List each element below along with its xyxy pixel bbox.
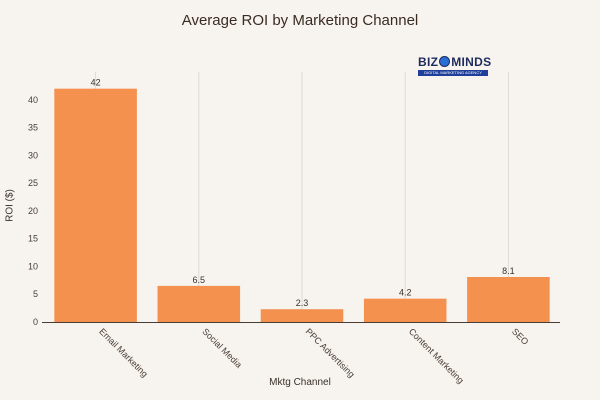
x-tick-label: Social Media (200, 326, 244, 370)
bar (260, 309, 344, 322)
y-tick-label: 10 (28, 261, 38, 271)
logo-wordmark: BIZ MINDS (418, 55, 492, 69)
y-tick-label: 40 (28, 95, 38, 105)
x-tick-label: PPC Advertising (304, 326, 357, 379)
bar (363, 298, 447, 322)
y-tick-label: 30 (28, 150, 38, 160)
data-label: 2.3 (296, 298, 309, 308)
chart-title: Average ROI by Marketing Channel (181, 12, 419, 29)
bar (157, 285, 241, 322)
y-tick-label: 0 (33, 317, 38, 327)
x-tick-label: Content Marketing (407, 326, 466, 385)
data-label: 8.1 (502, 266, 515, 276)
x-tick-label: SEO (510, 326, 531, 347)
x-tick-label: Email Marketing (97, 326, 150, 379)
data-label: 42 (91, 78, 101, 88)
logo-tagline: DIGITAL MARKETING AGENCY (418, 70, 488, 76)
y-tick-label: 35 (28, 123, 38, 133)
y-tick-label: 15 (28, 234, 38, 244)
data-label: 6.5 (193, 275, 206, 285)
bizminds-logo: BIZ MINDS DIGITAL MARKETING AGENCY (418, 55, 492, 76)
globe-icon (439, 56, 451, 67)
y-tick-label: 25 (28, 178, 38, 188)
data-label: 4.2 (399, 288, 412, 298)
y-tick-label: 20 (28, 206, 38, 216)
x-axis-label: Mktg Channel (269, 377, 331, 388)
bar (467, 277, 550, 322)
y-tick-label: 5 (33, 289, 38, 299)
bar (54, 88, 137, 323)
